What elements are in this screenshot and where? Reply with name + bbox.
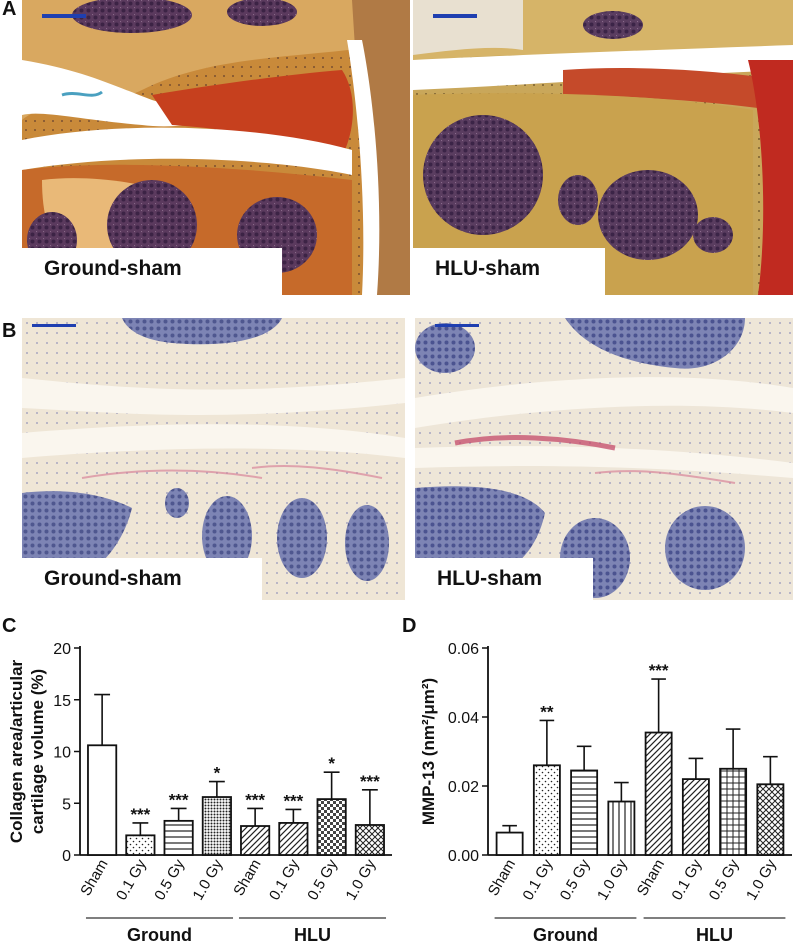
label-a-hlu-sham: HLU-sham — [413, 248, 605, 295]
x-tick-label: Sham — [77, 857, 111, 899]
bar — [644, 731, 673, 856]
label-b-ground-sham: Ground-sham — [22, 558, 262, 600]
micrograph-b-hlu-sham: HLU-sham — [415, 318, 793, 600]
panel-letter-d: D — [402, 615, 417, 637]
y-axis-label: cartilage volume (%) — [28, 669, 47, 834]
bar — [278, 822, 309, 856]
micrograph-a-hlu-sham: HLU-sham — [413, 0, 793, 295]
group-label: HLU — [696, 925, 733, 945]
x-tick-label: 0.1 Gy — [266, 856, 303, 903]
bar — [607, 800, 636, 856]
x-tick-label: Sham — [485, 857, 519, 899]
bar — [316, 798, 347, 856]
x-tick-label: 1.0 Gy — [743, 856, 780, 903]
significance-label: *** — [169, 790, 189, 809]
micrograph-b-ground-art — [22, 318, 405, 600]
micrograph-a-ground-sham: Ground-sham — [22, 0, 410, 295]
significance-label: * — [328, 754, 335, 773]
x-tick-label: 0.1 Gy — [113, 856, 150, 903]
bar — [681, 778, 710, 856]
y-tick-label: 0.00 — [448, 848, 479, 865]
x-tick-label: 1.0 Gy — [594, 856, 631, 903]
bar — [125, 834, 156, 856]
x-tick-label: 0.1 Gy — [669, 856, 706, 903]
x-tick-label: 0.5 Gy — [304, 856, 341, 903]
micrograph-a-hlu-art — [413, 0, 793, 295]
x-tick-label: 0.5 Gy — [151, 856, 188, 903]
label-a-ground-sham: Ground-sham — [22, 248, 282, 295]
chart-d-mmp13: 0.00 0.02 0.04 0.06 MMP-13 (nm²/μm²) Sham ** 0.… — [419, 641, 792, 945]
y-tick-label: 0.06 — [448, 641, 479, 658]
bar — [240, 825, 271, 856]
bar — [354, 824, 385, 856]
bar — [495, 831, 524, 856]
label-b-hlu-sham: HLU-sham — [415, 558, 593, 600]
x-tick-label: 1.0 Gy — [343, 856, 380, 903]
group-label: HLU — [294, 925, 331, 945]
significance-label: *** — [649, 661, 669, 680]
bar — [756, 783, 785, 856]
micrograph-b-hlu-art — [415, 318, 793, 600]
y-tick-label: 0.02 — [448, 779, 479, 796]
bar — [201, 796, 232, 856]
y-axis-label: Collagen area/articular — [7, 659, 26, 843]
y-tick-label: 0 — [62, 848, 71, 865]
x-tick-label: 0.5 Gy — [557, 856, 594, 903]
bar — [163, 819, 194, 856]
significance-label: * — [214, 764, 221, 783]
bar — [570, 769, 599, 856]
y-tick-label: 20 — [53, 641, 71, 658]
x-tick-label: Sham — [230, 857, 264, 899]
x-tick-label: 0.5 Gy — [706, 856, 743, 903]
x-tick-label: Sham — [634, 857, 668, 899]
y-tick-label: 15 — [53, 693, 71, 710]
micrograph-b-ground-sham: Ground-sham — [22, 318, 405, 600]
y-axis-label: MMP-13 (nm²/μm²) — [419, 678, 438, 825]
significance-label: *** — [360, 772, 380, 791]
y-tick-label: 10 — [53, 745, 71, 762]
group-label: Ground — [533, 925, 598, 945]
x-tick-label: 1.0 Gy — [190, 856, 227, 903]
significance-label: *** — [245, 790, 265, 809]
significance-label: *** — [283, 791, 303, 810]
bar — [87, 744, 118, 856]
panel-letter-a: A — [2, 0, 17, 20]
y-tick-label: 5 — [62, 796, 71, 813]
bar — [532, 764, 561, 856]
chart-c-collagen: 0 5 10 15 20 Collagen area/articular cartilage… — [7, 641, 392, 945]
bar — [719, 767, 748, 856]
panel-letter-b: B — [2, 320, 17, 342]
group-label: Ground — [127, 925, 192, 945]
x-tick-label: 0.1 Gy — [520, 856, 557, 903]
panel-letter-c: C — [2, 615, 17, 637]
y-tick-label: 0.04 — [448, 710, 479, 727]
significance-label: ** — [540, 702, 554, 721]
significance-label: *** — [130, 805, 150, 824]
